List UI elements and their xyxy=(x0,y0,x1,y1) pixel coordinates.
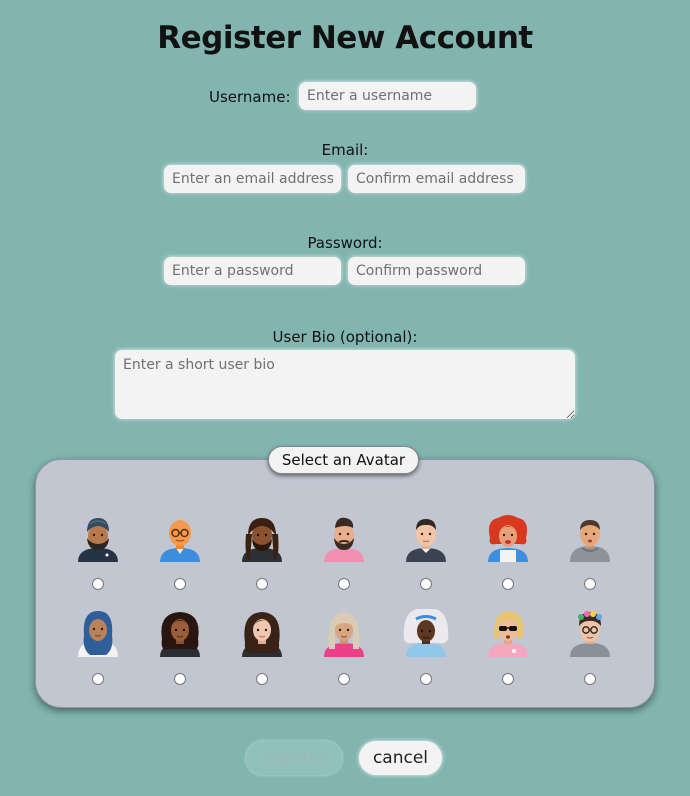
bald-glasses-man-avatar-icon[interactable] xyxy=(156,514,204,562)
flower-crown-glasses-avatar-icon[interactable] xyxy=(566,609,614,657)
username-input[interactable] xyxy=(299,82,476,110)
avatar-radio-turban-bearded-man[interactable] xyxy=(92,578,104,590)
password-input[interactable] xyxy=(164,257,341,285)
hoodie-man-avatar-icon[interactable] xyxy=(566,514,614,562)
wavy-hair-woman-avatar-icon[interactable] xyxy=(238,609,286,657)
avatar-radio-bearded-man[interactable] xyxy=(338,578,350,590)
confirm-email-input[interactable] xyxy=(348,165,525,193)
email-label: Email: xyxy=(321,141,369,159)
avatar-radio-white-afro-woman[interactable] xyxy=(420,673,432,685)
email-input[interactable] xyxy=(164,165,341,193)
avatar-radio-flower-crown-glasses[interactable] xyxy=(584,673,596,685)
page-title: Register New Account xyxy=(157,20,533,56)
bio-label: User Bio (optional): xyxy=(272,328,418,346)
blonde-woman-avatar-icon[interactable] xyxy=(320,609,368,657)
white-afro-woman-avatar-icon[interactable] xyxy=(402,609,450,657)
register-button[interactable]: register xyxy=(246,741,342,775)
avatar-radio-dreadlocks-man[interactable] xyxy=(256,578,268,590)
cancel-button[interactable]: cancel xyxy=(359,741,442,775)
short-hair-man-avatar-icon[interactable] xyxy=(402,514,450,562)
bio-textarea[interactable] xyxy=(115,350,575,419)
sunglasses-blonde-woman-avatar-icon[interactable] xyxy=(484,609,532,657)
avatar-radio-blonde-woman[interactable] xyxy=(338,673,350,685)
curly-hair-woman-avatar-icon[interactable] xyxy=(156,609,204,657)
avatar-radio-red-curly-hair-woman[interactable] xyxy=(502,578,514,590)
username-label: Username: xyxy=(209,88,291,106)
red-curly-hair-woman-avatar-icon[interactable] xyxy=(484,514,532,562)
dreadlocks-man-avatar-icon[interactable] xyxy=(238,514,286,562)
avatar-radio-short-hair-man[interactable] xyxy=(420,578,432,590)
password-label: Password: xyxy=(307,234,383,252)
confirm-password-input[interactable] xyxy=(348,257,525,285)
avatar-radio-sunglasses-blonde-woman[interactable] xyxy=(502,673,514,685)
avatar-radio-bald-glasses-man[interactable] xyxy=(174,578,186,590)
avatar-radio-hoodie-man[interactable] xyxy=(584,578,596,590)
turban-bearded-man-avatar-icon[interactable] xyxy=(74,514,122,562)
avatar-panel-header: Select an Avatar xyxy=(268,446,419,474)
avatar-radio-curly-hair-woman[interactable] xyxy=(174,673,186,685)
avatar-radio-hijab-woman[interactable] xyxy=(92,673,104,685)
avatar-radio-wavy-hair-woman[interactable] xyxy=(256,673,268,685)
bearded-man-avatar-icon[interactable] xyxy=(320,514,368,562)
hijab-woman-avatar-icon[interactable] xyxy=(74,609,122,657)
